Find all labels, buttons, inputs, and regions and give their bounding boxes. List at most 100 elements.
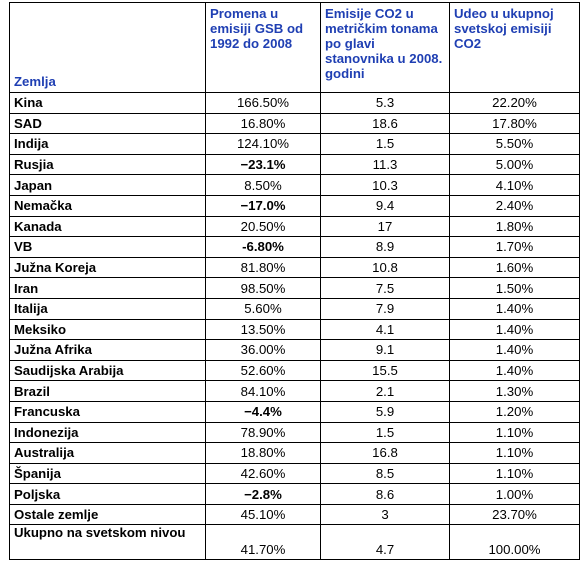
cell-per-capita: 9.1 xyxy=(320,339,450,361)
cell-share: 22.20% xyxy=(449,92,580,114)
cell-per-capita: 16.8 xyxy=(320,442,450,464)
cell-change: -6.80% xyxy=(205,236,321,258)
cell-share: 5.50% xyxy=(449,133,580,155)
cell-change: 5.60% xyxy=(205,297,321,320)
cell-share: 1.20% xyxy=(449,400,580,423)
table-row: Francuska −4.4% 5.9 1.20% xyxy=(9,400,580,423)
table-row: Poljska −2.8% 8.6 1.00% xyxy=(9,483,580,505)
total-country: Ukupno na svetskom nivou xyxy=(9,524,206,561)
cell-change: 124.10% xyxy=(205,133,321,155)
table-row: Ostale zemlje 45.10% 3 23.70% xyxy=(9,503,580,526)
cell-country: Kanada xyxy=(9,215,206,238)
table-body: Kina 166.50% 5.3 22.20% SAD 16.80% 18.6 17.80% I… xyxy=(9,92,580,561)
cell-per-capita: 1.5 xyxy=(320,133,450,155)
cell-share: 17.80% xyxy=(449,112,580,135)
cell-country: Nemačka xyxy=(9,194,206,217)
cell-change: 84.10% xyxy=(205,380,321,402)
table-row: Meksiko 13.50% 4.1 1.40% xyxy=(9,318,580,341)
cell-per-capita: 7.9 xyxy=(320,297,450,320)
cell-share: 1.60% xyxy=(449,256,580,279)
cell-country: Južna Afrika xyxy=(9,339,206,361)
table-row: Brazil 84.10% 2.1 1.30% xyxy=(9,380,580,402)
cell-per-capita: 17 xyxy=(320,215,450,238)
table-row: Južna Afrika 36.00% 9.1 1.40% xyxy=(9,339,580,361)
emissions-table: Zemlja Promena u emisiji GSB od 1992 do … xyxy=(9,2,580,561)
cell-country: Španija xyxy=(9,462,206,485)
total-change: 41.70% xyxy=(205,524,321,561)
table-row: Saudijska Arabija 52.60% 15.5 1.40% xyxy=(9,359,580,382)
cell-change: 18.80% xyxy=(205,442,321,464)
cell-change: 98.50% xyxy=(205,277,321,299)
cell-change: 166.50% xyxy=(205,92,321,114)
cell-share: 1.80% xyxy=(449,215,580,238)
cell-share: 23.70% xyxy=(449,503,580,526)
cell-country: Indija xyxy=(9,133,206,155)
cell-share: 4.10% xyxy=(449,174,580,196)
cell-change: 81.80% xyxy=(205,256,321,279)
cell-change: 42.60% xyxy=(205,462,321,485)
cell-country: Indonezija xyxy=(9,421,206,444)
cell-country: Meksiko xyxy=(9,318,206,341)
cell-share: 1.10% xyxy=(449,421,580,444)
total-per-capita: 4.7 xyxy=(320,524,450,561)
table-row: Australija 18.80% 16.8 1.10% xyxy=(9,442,580,464)
cell-per-capita: 11.3 xyxy=(320,153,450,176)
cell-change: −2.8% xyxy=(205,483,321,505)
cell-country: Ostale zemlje xyxy=(9,503,206,526)
cell-change: 36.00% xyxy=(205,339,321,361)
table-row: Južna Koreja 81.80% 10.8 1.60% xyxy=(9,256,580,279)
cell-per-capita: 7.5 xyxy=(320,277,450,299)
cell-change: 20.50% xyxy=(205,215,321,238)
cell-country: Južna Koreja xyxy=(9,256,206,279)
cell-share: 1.40% xyxy=(449,297,580,320)
cell-country: VB xyxy=(9,236,206,258)
cell-per-capita: 10.8 xyxy=(320,256,450,279)
cell-change: 52.60% xyxy=(205,359,321,382)
cell-change: 45.10% xyxy=(205,503,321,526)
cell-per-capita: 8.6 xyxy=(320,483,450,505)
header-row: Zemlja Promena u emisiji GSB od 1992 do … xyxy=(9,2,580,93)
cell-per-capita: 9.4 xyxy=(320,194,450,217)
cell-per-capita: 10.3 xyxy=(320,174,450,196)
cell-share: 1.30% xyxy=(449,380,580,402)
cell-country: SAD xyxy=(9,112,206,135)
cell-share: 1.70% xyxy=(449,236,580,258)
cell-share: 1.40% xyxy=(449,359,580,382)
table-row: Japan 8.50% 10.3 4.10% xyxy=(9,174,580,196)
cell-share: 1.40% xyxy=(449,318,580,341)
total-share: 100.00% xyxy=(449,524,580,561)
cell-share: 5.00% xyxy=(449,153,580,176)
cell-country: Kina xyxy=(9,92,206,114)
cell-country: Brazil xyxy=(9,380,206,402)
header-change: Promena u emisiji GSB od 1992 do 2008 xyxy=(205,2,321,93)
total-row: Ukupno na svetskom nivou 41.70% 4.7 100.… xyxy=(9,524,580,561)
cell-per-capita: 18.6 xyxy=(320,112,450,135)
cell-country: Italija xyxy=(9,297,206,320)
cell-share: 1.10% xyxy=(449,462,580,485)
cell-change: 16.80% xyxy=(205,112,321,135)
cell-change: −23.1% xyxy=(205,153,321,176)
cell-country: Japan xyxy=(9,174,206,196)
cell-per-capita: 5.9 xyxy=(320,400,450,423)
cell-share: 1.50% xyxy=(449,277,580,299)
table-row: Indija 124.10% 1.5 5.50% xyxy=(9,133,580,155)
cell-per-capita: 15.5 xyxy=(320,359,450,382)
header-country: Zemlja xyxy=(9,2,206,93)
cell-share: 1.40% xyxy=(449,339,580,361)
cell-per-capita: 8.5 xyxy=(320,462,450,485)
table-row: Iran 98.50% 7.5 1.50% xyxy=(9,277,580,299)
header-per-capita: Emisije CO2 u metričkim tonama po glavi … xyxy=(320,2,450,93)
table-row: Nemačka −17.0% 9.4 2.40% xyxy=(9,194,580,217)
table-row: Kanada 20.50% 17 1.80% xyxy=(9,215,580,238)
cell-per-capita: 5.3 xyxy=(320,92,450,114)
cell-country: Poljska xyxy=(9,483,206,505)
table-row: SAD 16.80% 18.6 17.80% xyxy=(9,112,580,135)
cell-country: Saudijska Arabija xyxy=(9,359,206,382)
cell-share: 2.40% xyxy=(449,194,580,217)
cell-change: 78.90% xyxy=(205,421,321,444)
table-row: Rusjia −23.1% 11.3 5.00% xyxy=(9,153,580,176)
cell-country: Australija xyxy=(9,442,206,464)
cell-per-capita: 8.9 xyxy=(320,236,450,258)
cell-share: 1.10% xyxy=(449,442,580,464)
cell-change: −17.0% xyxy=(205,194,321,217)
